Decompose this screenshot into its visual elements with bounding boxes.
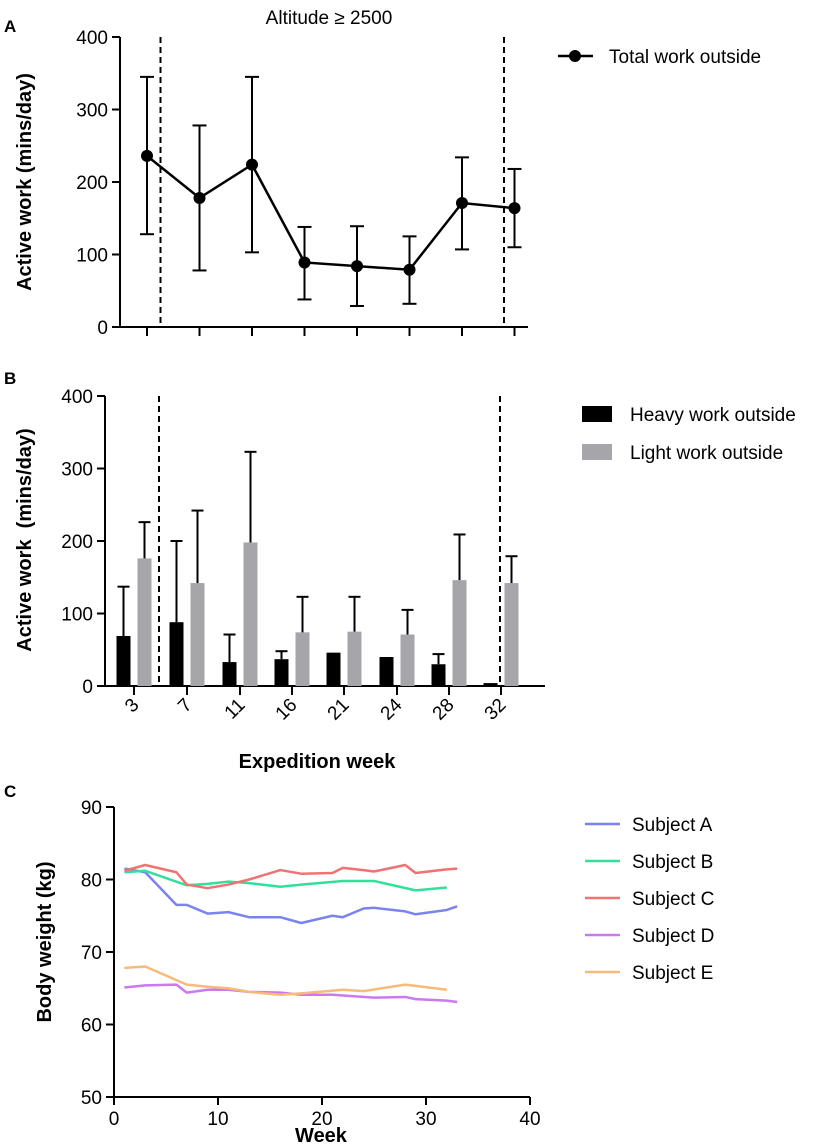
panel-c-legend-label-subject-e: Subject E: [632, 963, 713, 984]
panel-a-data-point: [456, 197, 468, 210]
panel-b-x-tick-label: 3: [121, 695, 143, 717]
panel-a-marks: [140, 75, 522, 307]
panel-c-legend: Subject A Subject B Subject C Subject D Subj…: [585, 815, 714, 984]
panel-a-reference-lines: [159, 37, 505, 327]
panel-b-x-tick-label: 32: [481, 695, 511, 725]
panel-b-bar-light-work-outside: [452, 580, 467, 686]
panel-a-y-axis-title: Active work (mins/day): [14, 73, 36, 291]
panel-b-y-tick-label: 100: [61, 605, 93, 626]
panel-c-legend-label-subject-c: Subject C: [632, 889, 714, 910]
panel-a-data-point: [193, 191, 206, 204]
panel-a-legend-marker: [569, 50, 581, 62]
panel-c-y-tick-label: 50: [81, 1088, 102, 1109]
panel-a-series-line: [146, 154, 515, 272]
panel-a-data-point: [246, 158, 258, 171]
panel-b-legend-swatch-light-work-outside: [582, 444, 612, 460]
panel-c-x-axis-title: Week: [295, 1125, 348, 1147]
panel-b-x-tick-label: 24: [377, 694, 407, 724]
panel-letter-a: A: [4, 17, 16, 36]
panel-a-y-tick-label: 0: [97, 318, 108, 339]
panel-c-x-tick-label: 40: [519, 1109, 540, 1130]
panel-c-y-tick-label: 70: [81, 943, 102, 964]
panel-a-data-point: [298, 256, 311, 269]
panel-b-bar-heavy-work-outside: [326, 652, 341, 686]
panel-b-x-tick-label: 16: [272, 695, 302, 725]
panel-b-y-axis-title: Active work (mins/day): [14, 428, 36, 651]
panel-c-x-tick-label: 10: [207, 1109, 228, 1130]
panel-c-legend-label-subject-b: Subject B: [632, 852, 713, 873]
panel-c-x-tick-label: 20: [311, 1109, 332, 1130]
panel-a-legend-label: Total work outside: [609, 47, 761, 68]
panel-b-x-tick-label: 28: [429, 695, 459, 725]
panel-c-series-line-subject-a: [124, 867, 458, 925]
panel-a: A Altitude ≥ 2500 0 100 200 300 400 Active w…: [4, 8, 761, 339]
panel-b-y-tick-label: 200: [61, 532, 93, 553]
panel-b-bar-heavy-work-outside: [274, 659, 289, 686]
panel-a-y-tick-label: 400: [76, 28, 108, 49]
panel-letter-c: C: [4, 782, 16, 801]
panel-a-data-point: [403, 263, 416, 276]
panel-b-bar-heavy-work-outside: [169, 622, 184, 686]
panel-c-marks: [124, 863, 458, 1004]
panel-c: C 50 60 70 80 90 0 10 20 30 40 Body weight (kg) W…: [4, 782, 714, 1147]
panel-b-bar-light-work-outside: [295, 632, 310, 686]
panel-c-series-line-subject-c: [124, 863, 458, 890]
panel-b-bar-heavy-work-outside: [379, 657, 394, 686]
panel-b-x-axis-title: Expedition week: [239, 751, 397, 773]
panel-a-data-point: [508, 202, 521, 215]
panel-b-y-tick-label: 300: [61, 460, 93, 481]
panel-a-title: Altitude ≥ 2500: [266, 8, 393, 29]
panel-c-series-line-subject-e: [124, 965, 447, 997]
panel-b-y-tick-label: 400: [61, 387, 93, 408]
panel-c-y-tick-label: 80: [81, 871, 102, 892]
panel-b: B 0 100 200 300 400 3 7 11 16 21 24 28 32 Active wor…: [4, 369, 796, 773]
panel-b-bar-light-work-outside: [190, 583, 205, 686]
panel-a-data-point: [141, 149, 153, 162]
panel-c-series-line-subject-b: [124, 869, 447, 892]
panel-b-reference-lines: [158, 396, 501, 686]
panel-a-y-tick-label: 200: [76, 173, 108, 194]
panel-letter-b: B: [4, 369, 16, 388]
panel-a-axes: 0 100 200 300 400: [76, 28, 528, 339]
panel-b-legend-label-light-work-outside: Light work outside: [630, 443, 783, 464]
panel-b-bar-heavy-work-outside: [222, 662, 237, 686]
panel-c-legend-label-subject-a: Subject A: [632, 815, 713, 836]
panel-b-bar-light-work-outside: [243, 542, 258, 686]
panel-b-x-tick-label: 7: [174, 695, 196, 717]
panel-b-bar-light-work-outside: [504, 583, 519, 686]
panel-c-y-tick-label: 90: [81, 798, 102, 819]
panel-c-x-tick-label: 0: [109, 1109, 120, 1130]
panel-b-legend-swatch-heavy-work-outside: [582, 406, 612, 422]
panel-b-bar-light-work-outside: [400, 634, 415, 686]
panel-b-x-tick-label: 21: [324, 695, 354, 725]
panel-c-y-tick-label: 60: [81, 1016, 102, 1037]
panel-b-bar-light-work-outside: [137, 558, 152, 686]
panel-b-bar-heavy-work-outside: [431, 664, 446, 686]
panel-a-y-tick-label: 300: [76, 101, 108, 122]
panel-b-legend-label-heavy-work-outside: Heavy work outside: [630, 405, 796, 426]
panel-c-axes: 50 60 70 80 90 0 10 20 30 40: [81, 798, 541, 1130]
panel-b-marks: [116, 450, 519, 686]
panel-a-data-point: [351, 260, 363, 273]
panel-c-y-axis-title: Body weight (kg): [34, 861, 56, 1022]
panel-c-legend-label-subject-d: Subject D: [632, 926, 714, 947]
panel-b-x-tick-label: 11: [221, 695, 250, 724]
panel-a-y-tick-label: 100: [76, 246, 108, 267]
panel-b-bar-heavy-work-outside: [483, 683, 498, 686]
panel-b-bar-heavy-work-outside: [116, 635, 131, 686]
panel-b-y-tick-label: 0: [82, 677, 93, 698]
panel-c-x-tick-label: 30: [415, 1109, 436, 1130]
panel-a-legend: Total work outside: [558, 47, 761, 68]
panel-b-legend: Heavy work outside Light work outside: [582, 405, 796, 464]
panel-b-bar-light-work-outside: [347, 631, 362, 686]
